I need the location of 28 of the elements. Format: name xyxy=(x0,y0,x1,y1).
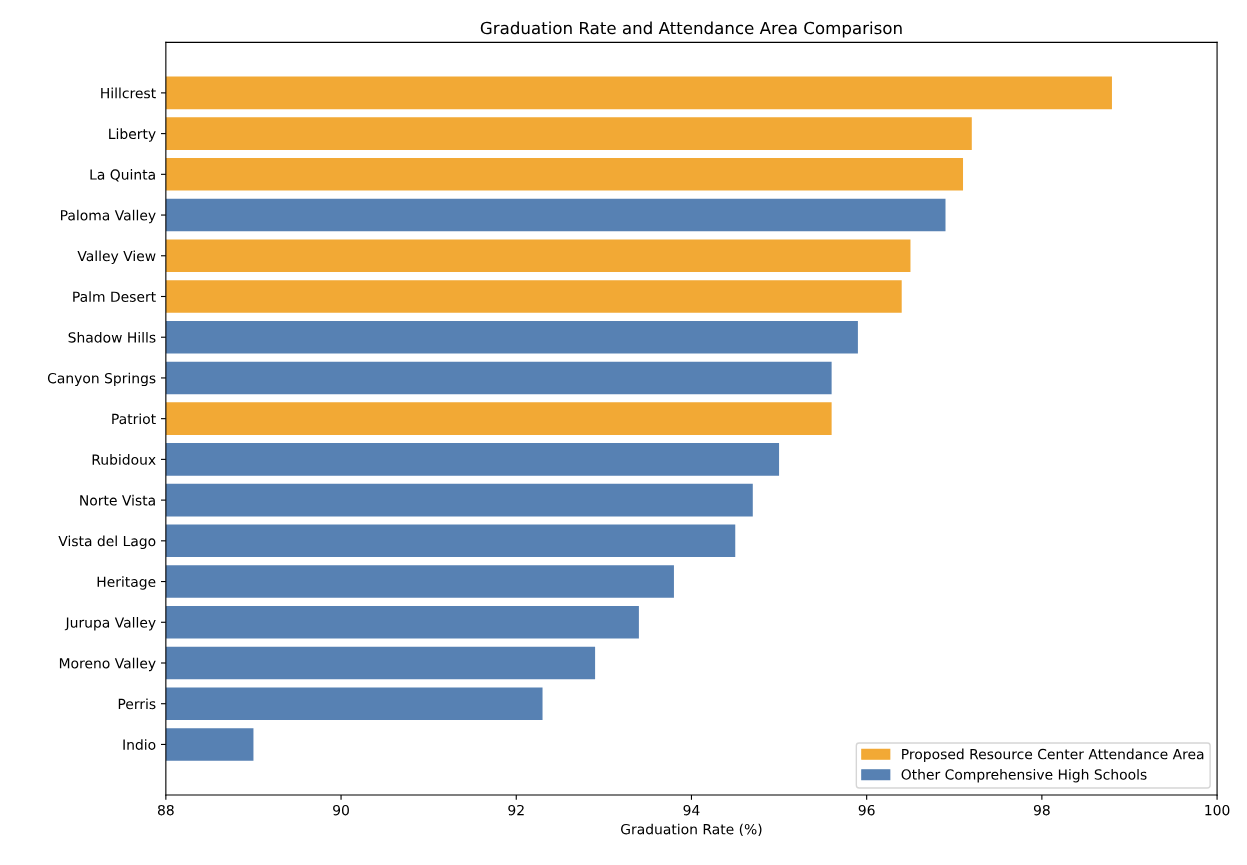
x-tick-label: 92 xyxy=(508,804,524,816)
y-tick-label: Moreno Valley xyxy=(59,657,156,672)
y-tick-label: Canyon Springs xyxy=(47,372,156,387)
y-tick-label: Palm Desert xyxy=(73,291,156,302)
y-tick-label: Liberty xyxy=(109,128,156,142)
x-tick-label: 96 xyxy=(858,804,875,816)
y-tick-label: Rubidoux xyxy=(92,454,156,465)
y-tick-label: Shadow Hills xyxy=(68,331,156,343)
y-tick-label: Hillcrest xyxy=(101,87,156,99)
y-tick-label: Indio xyxy=(123,739,156,750)
x-axis-title: Graduation Rate (%) xyxy=(621,823,762,837)
x-tick-label: 98 xyxy=(1033,804,1050,816)
x-tick-label: 100 xyxy=(1205,804,1230,816)
y-tick-label: Valley View xyxy=(77,250,156,264)
legend-label: Other Comprehensive High Schools xyxy=(901,768,1147,783)
y-tick-label: Patriot xyxy=(112,413,156,425)
y-tick-label: Jurupa Valley xyxy=(64,617,156,631)
y-tick-label: Vista del Lago xyxy=(58,535,156,549)
y-tick-label: Heritage xyxy=(97,576,156,590)
y-tick-label: La Quinta xyxy=(90,169,155,182)
y-tick-label: Norte Vista xyxy=(80,494,155,506)
y-tick-label: Paloma Valley xyxy=(61,209,156,224)
x-tick-label: 94 xyxy=(683,804,700,816)
y-tick-label: Perris xyxy=(118,698,156,710)
legend-label: Proposed Resource Center Attendance Area xyxy=(902,748,1204,763)
x-tick-label: 88 xyxy=(157,804,174,816)
chart-title: Graduation Rate and Attendance Area Comparison xyxy=(480,21,902,38)
x-tick-label: 90 xyxy=(333,804,349,816)
